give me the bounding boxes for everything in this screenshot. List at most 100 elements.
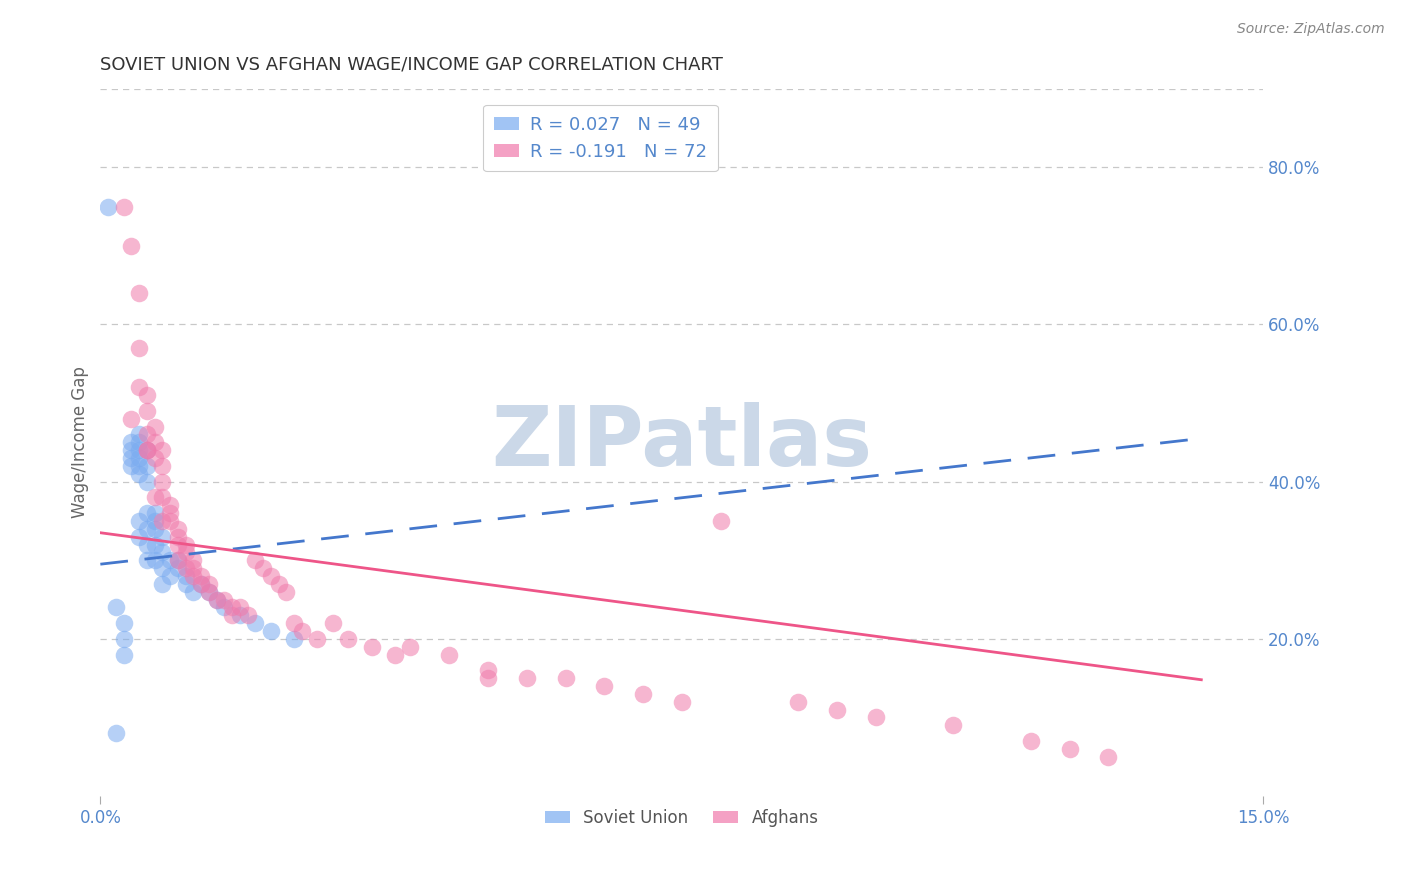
Afghans	[174, 545, 197, 559]
Afghans	[135, 404, 157, 418]
Afghans	[143, 419, 166, 434]
Afghans	[942, 718, 965, 732]
Soviet Union	[214, 600, 236, 615]
Afghans	[267, 577, 290, 591]
Afghans	[159, 498, 181, 512]
Afghans	[1059, 742, 1081, 756]
Soviet Union	[174, 577, 197, 591]
Soviet Union	[143, 537, 166, 551]
Soviet Union	[135, 475, 157, 489]
Afghans	[631, 687, 654, 701]
Afghans	[167, 537, 190, 551]
Afghans	[291, 624, 314, 638]
Afghans	[593, 679, 616, 693]
Soviet Union	[143, 506, 166, 520]
Afghans	[120, 239, 142, 253]
Afghans	[554, 671, 576, 685]
Afghans	[183, 561, 205, 575]
Afghans	[167, 522, 190, 536]
Soviet Union	[120, 458, 142, 473]
Afghans	[865, 710, 887, 724]
Soviet Union	[245, 616, 267, 631]
Soviet Union	[135, 522, 157, 536]
Afghans	[143, 435, 166, 450]
Afghans	[825, 703, 848, 717]
Soviet Union	[104, 726, 127, 740]
Soviet Union	[229, 608, 252, 623]
Afghans	[245, 553, 267, 567]
Legend: Soviet Union, Afghans: Soviet Union, Afghans	[538, 803, 825, 834]
Afghans	[183, 553, 205, 567]
Afghans	[150, 491, 173, 505]
Soviet Union	[135, 537, 157, 551]
Afghans	[190, 577, 212, 591]
Afghans	[477, 671, 499, 685]
Soviet Union	[283, 632, 305, 646]
Afghans	[128, 341, 150, 355]
Afghans	[150, 443, 173, 458]
Afghans	[214, 592, 236, 607]
Soviet Union	[198, 584, 221, 599]
Soviet Union	[97, 200, 120, 214]
Soviet Union	[128, 427, 150, 442]
Afghans	[143, 491, 166, 505]
Afghans	[143, 451, 166, 466]
Afghans	[205, 592, 228, 607]
Afghans	[150, 514, 173, 528]
Afghans	[128, 380, 150, 394]
Afghans	[198, 584, 221, 599]
Soviet Union	[143, 514, 166, 528]
Soviet Union	[159, 553, 181, 567]
Afghans	[167, 530, 190, 544]
Text: SOVIET UNION VS AFGHAN WAGE/INCOME GAP CORRELATION CHART: SOVIET UNION VS AFGHAN WAGE/INCOME GAP C…	[100, 55, 723, 73]
Soviet Union	[183, 584, 205, 599]
Afghans	[174, 561, 197, 575]
Afghans	[283, 616, 305, 631]
Afghans	[183, 569, 205, 583]
Afghans	[399, 640, 422, 654]
Afghans	[252, 561, 274, 575]
Afghans	[120, 411, 142, 425]
Afghans	[710, 514, 733, 528]
Soviet Union	[135, 553, 157, 567]
Afghans	[276, 584, 298, 599]
Afghans	[236, 608, 259, 623]
Soviet Union	[128, 451, 150, 466]
Afghans	[167, 553, 190, 567]
Afghans	[384, 648, 406, 662]
Soviet Union	[205, 592, 228, 607]
Afghans	[322, 616, 344, 631]
Afghans	[477, 663, 499, 677]
Afghans	[360, 640, 382, 654]
Soviet Union	[190, 577, 212, 591]
Y-axis label: Wage/Income Gap: Wage/Income Gap	[72, 367, 89, 518]
Afghans	[439, 648, 461, 662]
Afghans	[135, 443, 157, 458]
Soviet Union	[128, 435, 150, 450]
Soviet Union	[112, 648, 135, 662]
Soviet Union	[112, 616, 135, 631]
Afghans	[174, 537, 197, 551]
Afghans	[260, 569, 283, 583]
Afghans	[150, 458, 173, 473]
Soviet Union	[143, 522, 166, 536]
Soviet Union	[128, 467, 150, 481]
Afghans	[516, 671, 538, 685]
Afghans	[1019, 734, 1042, 748]
Soviet Union	[150, 545, 173, 559]
Soviet Union	[128, 514, 150, 528]
Afghans	[221, 600, 243, 615]
Afghans	[135, 443, 157, 458]
Soviet Union	[135, 458, 157, 473]
Afghans	[198, 577, 221, 591]
Soviet Union	[174, 569, 197, 583]
Afghans	[128, 285, 150, 300]
Soviet Union	[120, 451, 142, 466]
Soviet Union	[159, 569, 181, 583]
Soviet Union	[135, 443, 157, 458]
Afghans	[221, 608, 243, 623]
Soviet Union	[104, 600, 127, 615]
Soviet Union	[143, 553, 166, 567]
Afghans	[159, 514, 181, 528]
Soviet Union	[150, 530, 173, 544]
